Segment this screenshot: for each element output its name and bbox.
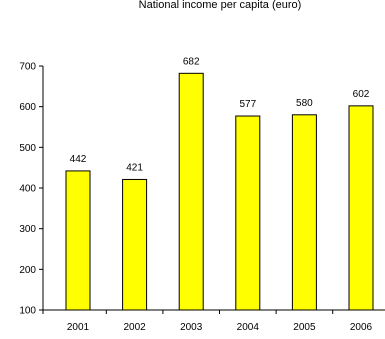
- bar-2005: [291, 114, 317, 311]
- bars: [65, 72, 374, 311]
- y-tick-label: 400: [19, 184, 36, 195]
- data-labels: 442 421 682 577 580 602: [70, 56, 370, 173]
- y-tick-label: 200: [19, 265, 36, 276]
- y-axis: 100 200 300 400 500 600 700: [19, 62, 44, 317]
- y-tick-label: 300: [19, 224, 36, 235]
- x-axis: 2001 2002 2003 2004 2005 2006: [42, 309, 385, 333]
- bar-2002: [122, 178, 148, 311]
- y-tick-label: 700: [19, 62, 36, 73]
- x-tick-label: 2002: [123, 322, 146, 333]
- data-label-2005: 580: [296, 98, 313, 109]
- y-tick-label: 500: [19, 143, 36, 154]
- bar-2003: [178, 72, 204, 311]
- x-tick-label: 2006: [350, 322, 373, 333]
- x-tick-label: 2004: [237, 322, 260, 333]
- bar-2004: [235, 115, 261, 311]
- x-tick-label: 2005: [293, 322, 316, 333]
- y-tick-label: 100: [19, 306, 36, 317]
- bar-2006: [348, 105, 374, 311]
- data-label-2001: 442: [70, 154, 87, 165]
- data-label-2006: 602: [353, 89, 370, 100]
- chart-title: National income per capita (euro): [139, 0, 302, 11]
- bar-2001: [65, 170, 91, 311]
- data-label-2002: 421: [126, 162, 143, 173]
- x-tick-label: 2003: [180, 322, 203, 333]
- data-label-2004: 577: [239, 99, 256, 110]
- y-tick-label: 600: [19, 102, 36, 113]
- x-tick-label: 2001: [67, 322, 90, 333]
- data-label-2003: 682: [183, 56, 200, 67]
